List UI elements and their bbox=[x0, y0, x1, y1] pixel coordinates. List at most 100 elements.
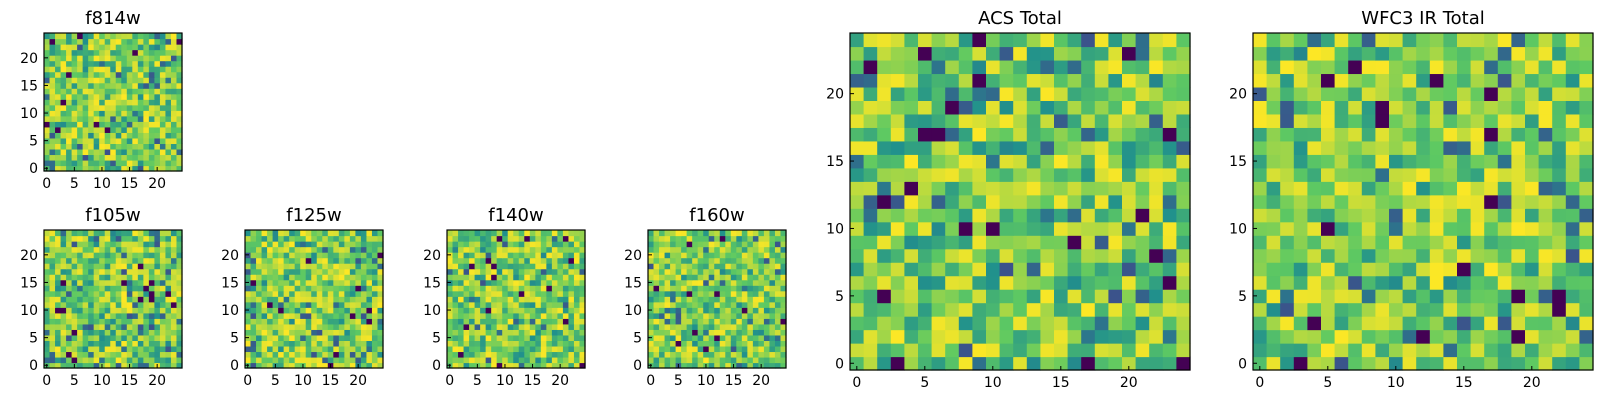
heatmap-cell bbox=[1081, 140, 1096, 155]
heatmap-cell bbox=[670, 268, 677, 275]
heatmap-cell bbox=[999, 221, 1014, 236]
heatmap-cell bbox=[463, 362, 470, 369]
heatmap-cell bbox=[60, 252, 67, 259]
heatmap-cell bbox=[1525, 113, 1540, 128]
heatmap-cell bbox=[311, 257, 318, 264]
heatmap-cell bbox=[49, 154, 56, 161]
heatmap-cell bbox=[1293, 100, 1308, 115]
heatmap-cell bbox=[322, 318, 329, 325]
heatmap-cell bbox=[877, 235, 892, 250]
heatmap-cell bbox=[366, 345, 373, 353]
heatmap-cell bbox=[1443, 113, 1458, 128]
heatmap-cell bbox=[469, 274, 476, 281]
heatmap-cell bbox=[165, 110, 172, 117]
heatmap-cell bbox=[143, 362, 150, 369]
heatmap-cell bbox=[305, 362, 312, 369]
heatmap-cell bbox=[121, 252, 128, 259]
heatmap-cell bbox=[1375, 167, 1390, 182]
heatmap-cell bbox=[681, 351, 688, 358]
heatmap-cell bbox=[137, 312, 144, 319]
heatmap-cell bbox=[126, 88, 133, 95]
heatmap-cell bbox=[55, 263, 62, 270]
heatmap-cell bbox=[137, 340, 144, 347]
heatmap-cell bbox=[568, 362, 575, 369]
heatmap-cell bbox=[82, 290, 89, 297]
heatmap-cell bbox=[104, 296, 111, 303]
heatmap-cell bbox=[890, 181, 905, 196]
heatmap-cell bbox=[573, 356, 581, 364]
heatmap-cell bbox=[93, 263, 100, 270]
heatmap-cell bbox=[344, 285, 351, 292]
heatmap-cell bbox=[132, 241, 139, 248]
heatmap-cell bbox=[148, 77, 155, 84]
heatmap-cell bbox=[703, 274, 710, 281]
heatmap-cell bbox=[176, 104, 183, 111]
heatmap-cell bbox=[82, 252, 89, 259]
heatmap-cell bbox=[170, 148, 178, 156]
heatmap-cell bbox=[931, 302, 946, 317]
heatmap-cell bbox=[664, 241, 671, 248]
heatmap-cell bbox=[1511, 167, 1526, 182]
heatmap-cell bbox=[1470, 86, 1485, 101]
heatmap-cell bbox=[71, 159, 78, 167]
heatmap-cell bbox=[154, 340, 161, 347]
heatmap-cell bbox=[60, 318, 67, 325]
heatmap-cell bbox=[1361, 46, 1376, 61]
heatmap-cell bbox=[736, 296, 743, 303]
heatmap-cell bbox=[104, 126, 111, 133]
heatmap-cell bbox=[132, 230, 139, 237]
heatmap-cell bbox=[546, 252, 553, 259]
heatmap-cell bbox=[491, 345, 498, 353]
heatmap-cell bbox=[491, 279, 498, 286]
heatmap-cell bbox=[1307, 275, 1322, 290]
heatmap-cell bbox=[99, 60, 106, 67]
heatmap-cell bbox=[1416, 167, 1431, 182]
heatmap-cell bbox=[763, 252, 771, 259]
heatmap-cell bbox=[305, 307, 312, 314]
heatmap-cell bbox=[148, 99, 155, 106]
heatmap-cell bbox=[93, 235, 100, 242]
heatmap-cell bbox=[267, 296, 274, 303]
heatmap-cell bbox=[681, 307, 688, 314]
heatmap-cell bbox=[752, 362, 759, 369]
heatmap-cell bbox=[758, 290, 765, 297]
heatmap-cell bbox=[93, 279, 100, 286]
heatmap-cell bbox=[653, 241, 660, 248]
heatmap-cell bbox=[154, 110, 161, 117]
heatmap-cell bbox=[159, 345, 167, 353]
heatmap-cell bbox=[1484, 275, 1499, 290]
heatmap-cell bbox=[551, 334, 558, 341]
heatmap-cell bbox=[121, 121, 128, 128]
heatmap-cell bbox=[708, 340, 715, 347]
heatmap-cell bbox=[1416, 113, 1431, 128]
heatmap-cell bbox=[496, 334, 503, 341]
heatmap-cell bbox=[360, 279, 368, 286]
heatmap-cell bbox=[55, 44, 62, 51]
heatmap-cell bbox=[1402, 73, 1417, 88]
heatmap-cell bbox=[366, 334, 373, 341]
heatmap-cell bbox=[148, 88, 155, 95]
heatmap-cell bbox=[1013, 181, 1028, 196]
heatmap-cell bbox=[958, 59, 973, 75]
heatmap-cell bbox=[322, 246, 329, 253]
heatmap-cell bbox=[60, 268, 67, 275]
heatmap-cell bbox=[93, 268, 100, 275]
heatmap-cell bbox=[1293, 289, 1308, 304]
heatmap-cell bbox=[360, 318, 368, 325]
heatmap-cell bbox=[371, 307, 379, 314]
heatmap-cell bbox=[77, 44, 84, 51]
heatmap-cell bbox=[165, 301, 172, 308]
heatmap-cell bbox=[278, 263, 285, 270]
heatmap-cell bbox=[104, 33, 111, 40]
heatmap-cell bbox=[256, 274, 263, 281]
heatmap-cell bbox=[1497, 343, 1512, 358]
x-axis-ticks: 0 5 10 15 20 bbox=[1255, 366, 1541, 391]
heatmap-cell bbox=[986, 46, 1001, 61]
heatmap-cell bbox=[60, 60, 67, 67]
heatmap-cell bbox=[769, 296, 776, 303]
heatmap-cell bbox=[250, 252, 257, 259]
heatmap-cell bbox=[1334, 167, 1349, 182]
heatmap-cell bbox=[245, 257, 252, 264]
heatmap-cell bbox=[1443, 343, 1458, 358]
heatmap-cell bbox=[165, 268, 172, 275]
